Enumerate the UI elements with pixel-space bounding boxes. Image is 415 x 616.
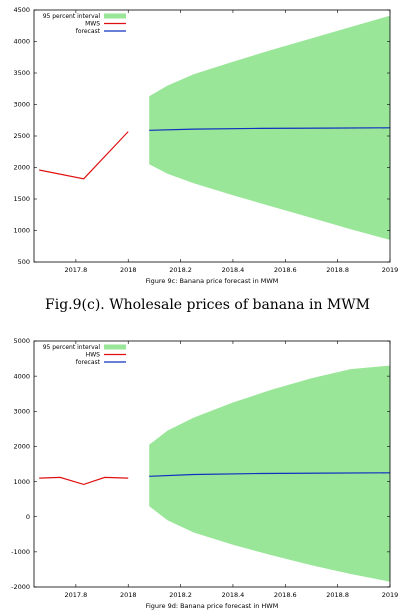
chart-c-xtick-label: 2018.4 [222, 266, 245, 274]
chart-d-legend-label: 95 percent interval [43, 344, 101, 351]
chart-c-legend-swatch-interval [104, 13, 126, 19]
chart-hwm: -2000 -1000 0 1000 2000 3000 4000 5000 2017.8 201… [11, 337, 399, 610]
chart-d-ytick-label: 4000 [13, 372, 30, 380]
chart-d-legend-swatch-interval [104, 344, 126, 350]
chart-d-xtick-label: 2018.4 [222, 591, 245, 599]
chart-mwm: 500 1000 1500 2000 2500 3000 3500 4000 4500 2017.… [13, 6, 399, 285]
chart-c-ytick-label: 2500 [13, 132, 30, 140]
chart-c-ytick-label: 3500 [13, 69, 30, 77]
chart-c-xtick-label: 2017.8 [65, 266, 88, 274]
chart-d-ytick-label: 3000 [13, 407, 30, 415]
chart-d-xtick-label: 2018.2 [169, 591, 192, 599]
chart-c-series-forecast [149, 127, 391, 131]
chart-c-chart-title: Figure 9c: Banana price forecast in MWM [146, 277, 279, 285]
chart-d-ytick-label: 1000 [13, 478, 30, 486]
chart-d-ytick-label: -1000 [11, 548, 30, 556]
chart-c-ytick-label: 3000 [13, 101, 30, 109]
chart-c-xtick-label: 2018.8 [326, 266, 349, 274]
chart-d-ytick-label: -2000 [11, 583, 30, 591]
chart-d-legend-label: HWS [86, 352, 100, 359]
chart-c-series-mws [39, 131, 129, 180]
chart-c-ytick-label: 4500 [13, 6, 30, 14]
chart-d-ytick-label: 0 [26, 513, 30, 521]
chart-d-xtick-label: 2017.8 [65, 591, 88, 599]
chart-c-legend-label: MWS [85, 21, 100, 28]
chart-d-xtick-label: 2018.6 [274, 591, 297, 599]
chart-d-plot-frame [33, 340, 391, 588]
chart-d-xtick-label: 2018.8 [326, 591, 349, 599]
figure-caption-c: Fig.9(c). Wholesale prices of banana in … [45, 297, 370, 313]
chart-d-series-hws [39, 476, 129, 486]
chart-c-legend-label: 95 percent interval [43, 13, 101, 20]
chart-c-xtick-label: 2018 [120, 266, 137, 274]
chart-d-series-forecast [149, 472, 391, 477]
chart-c-ytick-label: 1500 [13, 195, 30, 203]
chart-c-ytick-label: 1000 [13, 227, 30, 235]
chart-c-xtick-label: 2019 [382, 266, 399, 274]
chart-c-legend-label: forecast [76, 28, 101, 35]
chart-c-ytick-label: 4000 [13, 38, 30, 46]
chart-d-ytick-label: 5000 [13, 337, 30, 345]
chart-c-ytick-label: 500 [18, 258, 30, 266]
chart-d-xtick-label: 2019 [382, 591, 399, 599]
chart-d-ytick-label: 2000 [13, 443, 30, 451]
chart-c-xtick-label: 2018.6 [274, 266, 297, 274]
chart-d-chart-title: Figure 9d: Banana price forecast in HWM [146, 602, 279, 610]
chart-c-ytick-label: 2000 [13, 164, 30, 172]
chart-d-xtick-label: 2018 [120, 591, 137, 599]
chart-d-legend-label: forecast [76, 359, 101, 366]
chart-c-xtick-label: 2018.2 [169, 266, 192, 274]
